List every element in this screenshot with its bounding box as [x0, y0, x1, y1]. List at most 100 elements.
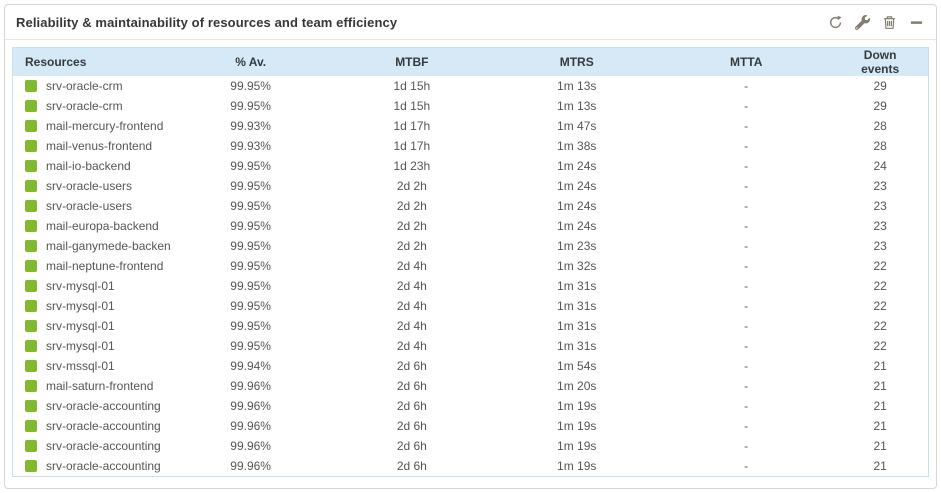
resource-cell: srv-oracle-accounting	[13, 396, 171, 416]
table-header-row: Resources% Av. MTBF MTRS MTTA Down events	[12, 47, 929, 76]
widget-actions	[827, 14, 924, 30]
table-body: srv-oracle-crm 99.95% 1d 15h 1m 13s -29 srv-o…	[13, 76, 929, 476]
refresh-icon	[828, 15, 843, 30]
cell-mtta: -	[744, 319, 749, 333]
status-ok-icon	[25, 100, 37, 112]
cell-down_events: 21	[873, 399, 887, 413]
resource-name: srv-oracle-users	[46, 199, 133, 213]
table-row: srv-mysql-01 99.95% 2d 4h 1m 31s - 22	[13, 296, 929, 316]
cell-down_events: 28	[873, 119, 887, 133]
table-row: srv-mysql-01 99.95% 2d 4h 1m 31s - 22	[13, 316, 929, 336]
resource-name: srv-mssql-01	[46, 359, 115, 373]
trash-icon	[882, 15, 897, 30]
resource-cell: srv-oracle-crm	[13, 96, 171, 116]
resource-name: mail-venus-frontend	[46, 139, 153, 153]
status-ok-icon	[25, 120, 37, 132]
cell-mtrs: 1m 32s	[557, 259, 597, 273]
resource-name: srv-mysql-01	[46, 279, 115, 293]
cell-availability: 99.93%	[230, 119, 271, 133]
cell-availability: 99.95%	[230, 99, 271, 113]
resource-cell: srv-mssql-01	[13, 356, 171, 376]
cell-mtbf: 2d 6h	[396, 419, 427, 433]
resource-cell: mail-neptune-frontend	[13, 256, 171, 276]
table-row: mail-neptune-frontend 99.95% 2d 4h 1m 32s - 2…	[13, 256, 929, 276]
cell-mtta: -	[744, 159, 749, 173]
cell-availability: 99.94%	[230, 359, 271, 373]
minus-icon	[909, 15, 924, 30]
resource-name: mail-ganymede-backend	[46, 239, 171, 253]
cell-availability: 99.95%	[230, 339, 271, 353]
cell-down_events: 21	[873, 379, 887, 393]
table-row: mail-io-backend 99.95% 1d 23h 1m 24s - 24	[13, 156, 929, 176]
status-ok-icon	[25, 360, 37, 372]
widget-title: Reliability & maintainability of resourc…	[16, 14, 398, 30]
cell-down_events: 23	[873, 219, 887, 233]
cell-mtbf: 2d 6h	[396, 439, 427, 453]
cell-down_events: 22	[873, 259, 887, 273]
refresh-button[interactable]	[827, 14, 843, 30]
status-ok-icon	[25, 459, 37, 472]
status-ok-icon	[25, 220, 37, 232]
cell-availability: 99.95%	[230, 259, 271, 273]
cell-mtrs: 1m 19s	[557, 439, 597, 453]
cell-mtta: -	[744, 359, 749, 373]
delete-button[interactable]	[881, 14, 897, 30]
cell-mtbf: 1d 17h	[393, 119, 431, 133]
column-header-down_events: Down events	[832, 47, 929, 76]
cell-down_events: 22	[873, 319, 887, 333]
resource-cell: srv-oracle-accounting	[13, 416, 171, 436]
collapse-button[interactable]	[908, 14, 924, 30]
table-row: mail-venus-frontend 99.93% 1d 17h 1m 38s - 28	[13, 136, 929, 156]
cell-mtbf: 2d 6h	[396, 399, 427, 413]
cell-mtrs: 1m 19s	[557, 419, 597, 433]
table-row: srv-mssql-01 99.94% 2d 6h 1m 54s - 21	[13, 356, 929, 376]
cell-mtta: -	[744, 419, 749, 433]
resource-name: srv-oracle-accounting	[46, 458, 161, 473]
widget-body: Resources% Av. MTBF MTRS MTTA Down events sr…	[5, 40, 936, 484]
table-row: srv-oracle-accounting 99.96% 2d 6h 1m 19s - 2…	[13, 416, 929, 436]
resource-cell: mail-ganymede-backend	[13, 236, 171, 256]
table-row: mail-saturn-frontend 99.96% 2d 6h 1m 20s - 21	[13, 376, 929, 396]
cell-mtrs: 1m 31s	[557, 339, 597, 353]
cell-mtta: -	[744, 179, 749, 193]
cell-mtrs: 1m 19s	[557, 458, 597, 473]
cell-down_events: 22	[873, 339, 887, 353]
table-row: mail-europa-backend 99.95% 2d 2h 1m 24s - 23	[13, 216, 929, 236]
cell-availability: 99.96%	[230, 379, 271, 393]
cell-mtta: -	[744, 239, 749, 253]
cell-availability: 99.95%	[230, 239, 271, 253]
table-row: srv-mysql-01 99.95% 2d 4h 1m 31s - 22	[13, 336, 929, 356]
cell-mtrs: 1m 24s	[557, 199, 597, 213]
cell-mtta: -	[744, 458, 749, 473]
cell-mtbf: 2d 2h	[396, 199, 427, 213]
resource-name: srv-mysql-01	[46, 319, 115, 333]
status-ok-icon	[25, 300, 37, 312]
cell-availability: 99.95%	[230, 179, 271, 193]
cell-down_events: 21	[873, 359, 887, 373]
cell-mtta: -	[744, 299, 749, 313]
table-row: srv-oracle-crm 99.95% 1d 15h 1m 13s - 29	[13, 76, 929, 96]
cell-mtrs: 1m 47s	[557, 119, 597, 133]
cell-availability: 99.96%	[230, 419, 271, 433]
resource-name: mail-mercury-frontend	[46, 119, 164, 133]
status-ok-icon	[25, 400, 37, 412]
status-ok-icon	[25, 280, 37, 292]
cell-availability: 99.96%	[230, 439, 271, 453]
cell-mtta: -	[744, 279, 749, 293]
resource-name: srv-oracle-accounting	[46, 399, 161, 413]
cell-availability: 99.96%	[230, 458, 271, 473]
cell-mtrs: 1m 20s	[557, 379, 597, 393]
cell-mtbf: 2d 2h	[396, 219, 427, 233]
status-ok-icon	[25, 420, 37, 432]
cell-down_events: 23	[873, 199, 887, 213]
table-row: srv-oracle-accounting 99.96% 2d 6h 1m 19s - 2…	[13, 436, 929, 456]
cell-mtrs: 1m 38s	[557, 139, 597, 153]
configure-button[interactable]	[854, 14, 870, 30]
table-row: srv-oracle-accounting 99.96% 2d 6h 1m 19s - 2…	[13, 396, 929, 416]
cell-mtrs: 1m 24s	[557, 159, 597, 173]
status-ok-icon	[25, 160, 37, 172]
column-header-resource: Resources	[12, 47, 171, 76]
cell-mtbf: 2d 4h	[396, 259, 427, 273]
cell-mtta: -	[744, 139, 749, 153]
status-ok-icon	[25, 260, 37, 272]
